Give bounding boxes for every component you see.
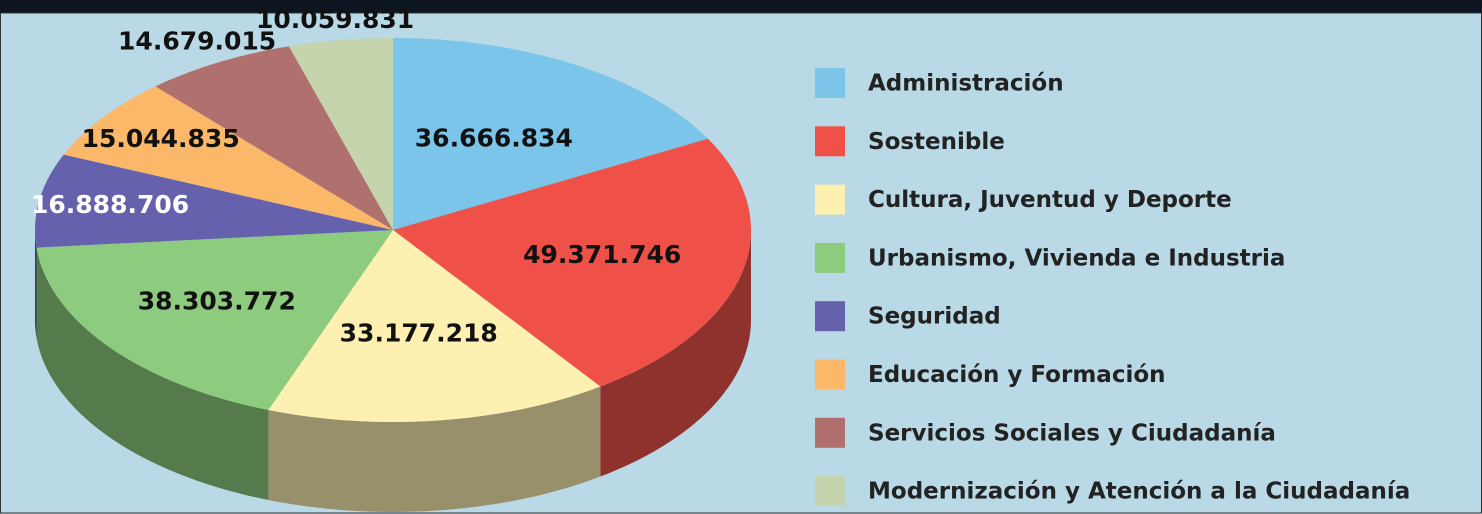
data-label: 16.888.706	[31, 190, 189, 219]
data-labels: 36.666.834 49.371.746 33.177.218 38.303.772…	[31, 5, 681, 348]
legend-swatch	[815, 476, 845, 507]
pie-slice-side	[36, 247, 269, 500]
legend-label: Cultura, Juventud y Deporte	[868, 187, 1232, 213]
pie-slice-side	[268, 386, 601, 512]
data-label: 14.679.015	[118, 26, 276, 55]
pie-sides	[35, 230, 751, 512]
legend: Administración Sostenible Cultura, Juventu…	[815, 68, 1410, 507]
pie-slice	[35, 154, 393, 248]
pie-slice	[268, 230, 601, 422]
data-label: 49.371.746	[523, 240, 681, 269]
pie-slice-side	[600, 230, 751, 477]
legend-swatch	[815, 242, 845, 273]
pie-slice	[393, 138, 751, 387]
legend-swatch	[815, 359, 845, 390]
legend-label: Sostenible	[868, 129, 1005, 155]
data-label: 33.177.218	[340, 319, 498, 348]
legend-swatch	[815, 417, 845, 448]
legend-label: Seguridad	[868, 304, 1001, 330]
pie-slice	[288, 38, 393, 230]
legend-swatch	[815, 126, 845, 157]
pie-slice-side	[35, 230, 37, 338]
pie-slice	[155, 46, 393, 231]
legend-label: Administración	[868, 71, 1064, 97]
pie-tops	[35, 38, 751, 422]
legend-label: Educación y Formación	[868, 362, 1166, 388]
legend-label: Urbanismo, Vivienda e Industria	[868, 245, 1285, 271]
legend-label: Modernización y Atención a la Ciudadanía	[868, 479, 1410, 505]
legend-swatch	[815, 301, 845, 332]
data-label: 38.303.772	[138, 286, 296, 315]
pie-slice	[63, 86, 393, 230]
legend-label: Servicios Sociales y Ciudadanía	[868, 420, 1276, 446]
data-label: 15.044.835	[82, 124, 240, 153]
pie-slice	[36, 230, 394, 410]
legend-swatch	[815, 68, 845, 98]
legend-swatch	[815, 184, 845, 215]
header-band	[0, 0, 1482, 13]
data-label: 10.059.831	[256, 5, 414, 34]
pie-slice	[393, 38, 708, 230]
data-label: 36.666.834	[415, 123, 573, 152]
